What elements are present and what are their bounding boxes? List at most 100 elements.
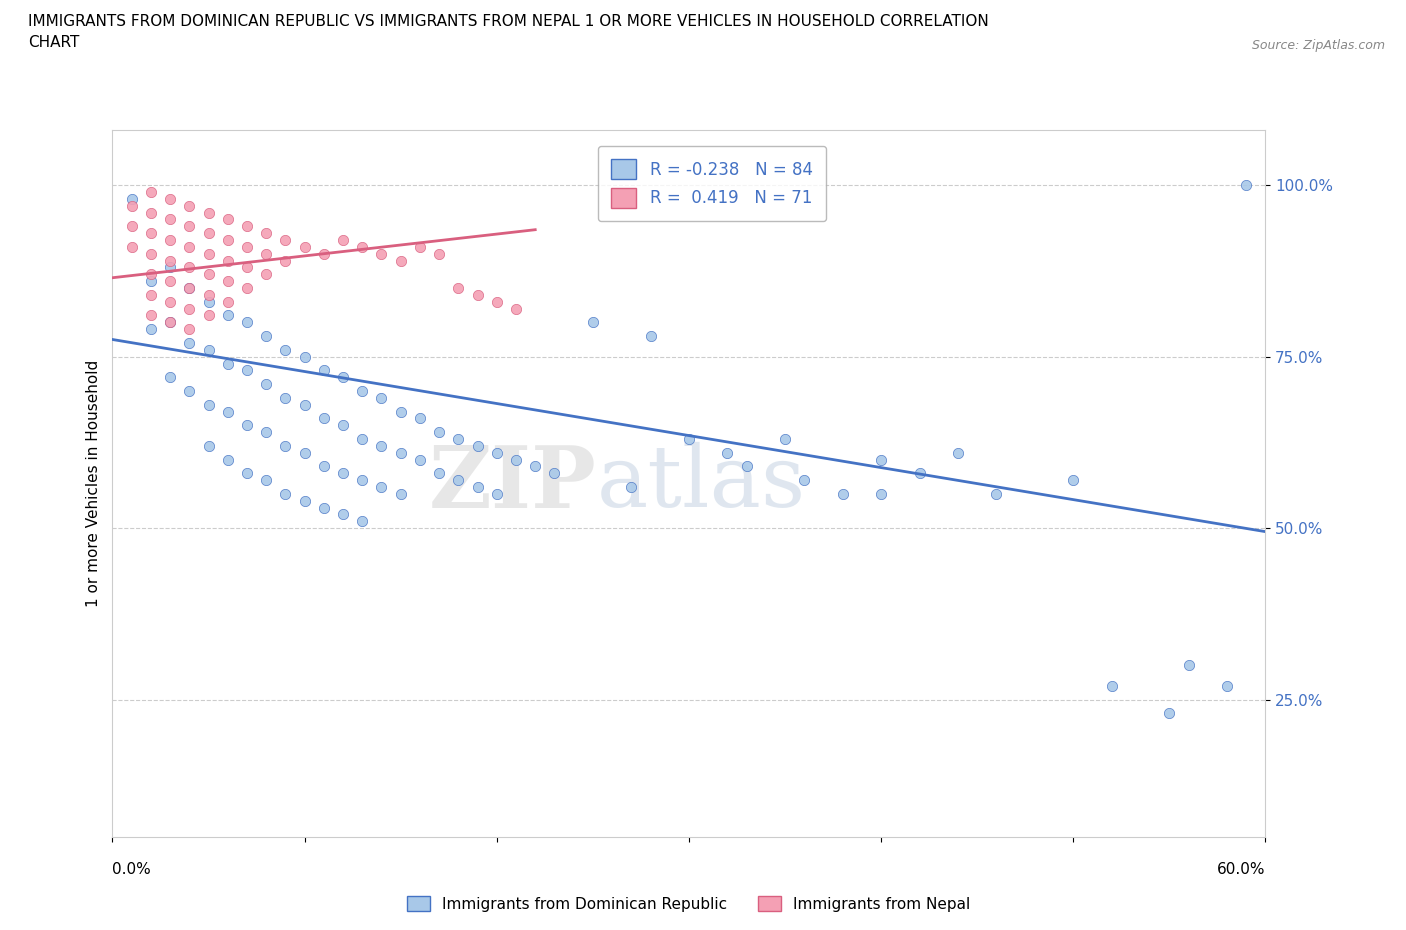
Point xyxy=(159,232,181,247)
Point xyxy=(236,281,259,296)
Point xyxy=(197,342,219,357)
Point xyxy=(312,246,335,261)
Point xyxy=(159,294,181,309)
Point xyxy=(332,232,354,247)
Point xyxy=(274,438,297,453)
Point xyxy=(485,486,508,501)
Point xyxy=(159,212,181,227)
Point xyxy=(294,239,316,254)
Point xyxy=(217,452,239,467)
Point xyxy=(179,383,201,398)
Point xyxy=(485,294,508,309)
Point xyxy=(294,445,316,460)
Point xyxy=(332,507,354,522)
Point xyxy=(121,198,143,213)
Point xyxy=(254,377,277,392)
Point xyxy=(179,322,201,337)
Point xyxy=(352,514,374,529)
Point xyxy=(217,405,239,419)
Point xyxy=(254,472,277,487)
Point xyxy=(159,192,181,206)
Point xyxy=(427,425,450,440)
Point xyxy=(179,336,201,351)
Point xyxy=(505,452,527,467)
Point xyxy=(254,226,277,241)
Point xyxy=(236,418,259,432)
Legend: R = -0.238   N = 84, R =  0.419   N = 71: R = -0.238 N = 84, R = 0.419 N = 71 xyxy=(598,146,825,221)
Point xyxy=(409,452,432,467)
Point xyxy=(159,370,181,385)
Y-axis label: 1 or more Vehicles in Household: 1 or more Vehicles in Household xyxy=(86,360,101,607)
Point xyxy=(179,281,201,296)
Point xyxy=(139,308,162,323)
Point xyxy=(312,500,335,515)
Point xyxy=(485,445,508,460)
Point xyxy=(447,472,470,487)
Point xyxy=(352,383,374,398)
Point xyxy=(159,253,181,268)
Point xyxy=(197,294,219,309)
Point xyxy=(139,246,162,261)
Point xyxy=(197,206,219,220)
Point xyxy=(179,281,201,296)
Point xyxy=(139,267,162,282)
Point xyxy=(409,411,432,426)
Legend: Immigrants from Dominican Republic, Immigrants from Nepal: Immigrants from Dominican Republic, Immi… xyxy=(401,889,977,918)
Point xyxy=(236,363,259,378)
Point xyxy=(505,301,527,316)
Text: ZIP: ZIP xyxy=(429,442,596,525)
Point xyxy=(121,239,143,254)
Text: CHART: CHART xyxy=(28,35,80,50)
Point xyxy=(467,287,489,302)
Point xyxy=(139,226,162,241)
Point xyxy=(236,315,259,330)
Point xyxy=(179,260,201,275)
Point xyxy=(254,328,277,343)
Point xyxy=(197,267,219,282)
Point xyxy=(254,267,277,282)
Point xyxy=(447,432,470,446)
Point xyxy=(139,322,162,337)
Text: Source: ZipAtlas.com: Source: ZipAtlas.com xyxy=(1251,39,1385,52)
Point xyxy=(582,315,605,330)
Point xyxy=(870,486,893,501)
Point xyxy=(716,445,738,460)
Point xyxy=(121,192,143,206)
Point xyxy=(197,308,219,323)
Point xyxy=(312,411,335,426)
Point xyxy=(139,184,162,199)
Point xyxy=(370,391,392,405)
Point xyxy=(409,239,432,254)
Point xyxy=(640,328,662,343)
Point xyxy=(236,466,259,481)
Point xyxy=(1159,706,1181,721)
Point xyxy=(139,273,162,288)
Point xyxy=(312,363,335,378)
Point xyxy=(427,466,450,481)
Text: 0.0%: 0.0% xyxy=(112,862,152,877)
Point xyxy=(179,219,201,233)
Point xyxy=(274,486,297,501)
Point xyxy=(159,315,181,330)
Point xyxy=(159,273,181,288)
Point xyxy=(274,391,297,405)
Point xyxy=(121,219,143,233)
Point xyxy=(236,219,259,233)
Point xyxy=(467,480,489,495)
Point xyxy=(217,232,239,247)
Point xyxy=(217,253,239,268)
Point xyxy=(159,315,181,330)
Point xyxy=(1177,658,1199,673)
Point xyxy=(312,459,335,474)
Point xyxy=(294,493,316,508)
Point xyxy=(236,260,259,275)
Point xyxy=(389,445,412,460)
Point xyxy=(620,480,643,495)
Point xyxy=(467,438,489,453)
Point xyxy=(793,472,815,487)
Text: atlas: atlas xyxy=(596,442,806,525)
Point xyxy=(236,239,259,254)
Point xyxy=(870,452,893,467)
Point xyxy=(179,198,201,213)
Point xyxy=(735,459,758,474)
